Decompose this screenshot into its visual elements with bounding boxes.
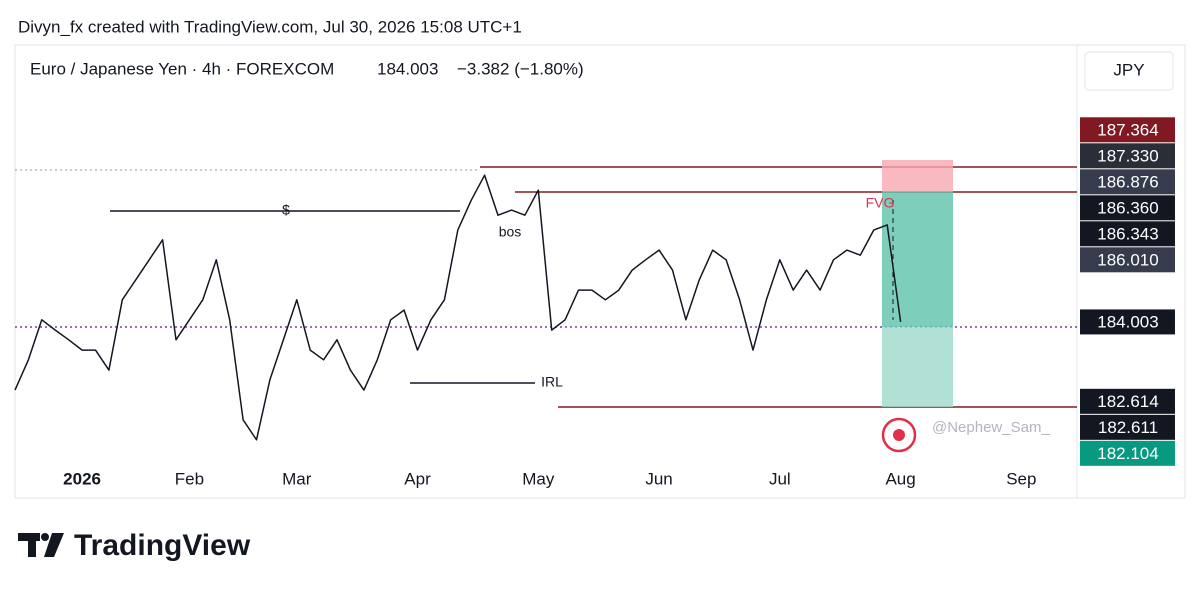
watermark: @Nephew_Sam_ — [932, 419, 1050, 436]
price-label: 182.104 — [1097, 444, 1158, 463]
price-label-bg — [1080, 309, 1175, 335]
x-tick-label: Aug — [885, 469, 915, 488]
logo — [18, 533, 64, 557]
chart-frame — [14, 44, 1186, 499]
annotation: $ — [282, 202, 290, 218]
x-tick-label: Apr — [404, 469, 431, 488]
stop-zone — [882, 160, 953, 192]
change: −3.382 (−1.80%) — [457, 59, 584, 78]
price-label: 186.360 — [1097, 198, 1158, 217]
x-tick-label: 2026 — [63, 469, 101, 488]
price-label: 187.364 — [1097, 120, 1158, 139]
logo-text: TradingView — [74, 529, 251, 562]
symbol: Euro / Japanese Yen · 4h · FOREXCOM — [30, 59, 334, 78]
price-label-bg — [1080, 414, 1175, 440]
price-label-bg — [1080, 388, 1175, 414]
logo-mark — [44, 533, 64, 557]
x-tick-label: Jul — [769, 469, 791, 488]
annotation: bos — [499, 224, 522, 240]
price-label: 182.611 — [1098, 418, 1158, 437]
x-tick-label: Jun — [645, 469, 672, 488]
price-label-bg — [1080, 195, 1175, 221]
price-label-bg — [1080, 143, 1175, 169]
profit-zone — [882, 192, 953, 327]
target-zone — [882, 327, 953, 407]
price-label: 182.614 — [1097, 392, 1158, 411]
price-label: 186.010 — [1097, 250, 1158, 269]
currency[interactable]: JPY — [1113, 60, 1144, 79]
watermark-dot — [893, 429, 905, 441]
price-label-bg — [1080, 117, 1175, 143]
price-line — [14, 174, 902, 441]
x-tick-label: Sep — [1006, 469, 1036, 488]
price-label-bg — [1080, 440, 1175, 466]
price-label: 187.330 — [1097, 146, 1158, 165]
price-label-bg — [1080, 221, 1175, 247]
annotation: IRL — [541, 374, 563, 390]
price-label-bg — [1080, 169, 1175, 195]
price-label: 184.003 — [1097, 312, 1158, 331]
annotation: FVG — [866, 195, 895, 211]
price-label: 186.343 — [1097, 224, 1158, 243]
x-tick-label: May — [522, 469, 555, 488]
logo-mark — [28, 533, 36, 557]
price-label-bg — [1080, 247, 1175, 273]
currency-box[interactable] — [1084, 51, 1174, 91]
price-label: 186.876 — [1097, 172, 1158, 191]
credit: Divyn_fx created with TradingView.com, J… — [18, 17, 522, 36]
last-price: 184.003 — [377, 59, 438, 78]
logo-mark — [41, 533, 49, 541]
x-tick-label: Mar — [282, 469, 312, 488]
x-tick-label: Feb — [175, 469, 204, 488]
